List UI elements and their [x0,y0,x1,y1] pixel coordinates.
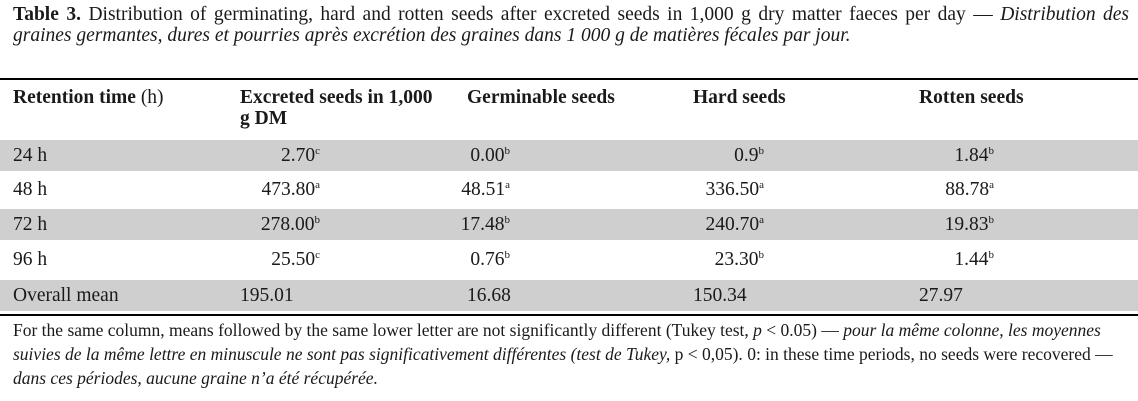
cell-excreted: 473.80a [261,179,320,200]
footnote-en-1: For the same column, means followed by t… [13,320,749,340]
row-label: Overall mean [13,285,119,306]
cell-excreted: 278.00b [260,214,320,235]
header-rotten-seeds: Rotten seeds [919,87,1024,108]
footnote-p-en: p [753,320,762,340]
cell-germinable: 16.68 [467,285,511,306]
row-label: 72 h [13,214,48,235]
row-label: 96 h [13,249,48,270]
footnote-en-2: 0: in these time periods, no seeds were … [747,344,1091,364]
row-label: 24 h [13,145,48,166]
footnote-p-fr: p < 0,05). [674,344,743,364]
header-hard-seeds: Hard seeds [693,87,786,108]
footnote-p-en-value: < 0.05) [766,320,817,340]
cell-germinable: 17.48b [460,214,510,235]
cell-germinable: 48.51a [461,179,510,200]
cell-rotten: 1.84b [954,145,994,166]
cell-hard: 150.34 [693,285,747,306]
table-row: 48 h 473.80a 48.51a 336.50a 88.78a [0,174,1138,205]
header-germinable-seeds: Germinable seeds [467,87,615,108]
row-label: 48 h [13,179,48,200]
table-caption: Table 3. Distribution of germinating, ha… [13,4,1129,46]
cell-rotten: 27.97 [919,285,963,306]
cell-germinable: 0.76b [470,249,510,270]
footnote-fr-2: dans ces périodes, aucune graine n’a été… [13,368,378,388]
footnote-fr-1: pour la même colonne, les moyennes suivi… [13,320,1101,364]
cell-excreted: 195.01 [240,285,294,306]
cell-excreted: 2.70c [280,145,320,166]
cell-rotten: 1.44b [954,249,994,270]
cell-hard: 240.70a [705,214,764,235]
header-retention-unit: (h) [140,87,164,108]
top-rule [0,78,1138,80]
caption-text-en: Distribution of germinating, hard and ro… [88,4,966,25]
header-retention-time: Retention time (h) [13,87,164,108]
table-footnote: For the same column, means followed by t… [13,318,1129,390]
footnote-dash-2: — [1095,344,1113,364]
bottom-rule [0,314,1138,316]
cell-hard: 336.50a [705,179,764,200]
table-row-overall-mean: Overall mean 195.01 16.68 150.34 27.97 [0,280,1138,311]
cell-hard: 0.9b [734,145,764,166]
caption-label: Table 3. [13,4,81,25]
header-excreted-seeds: Excreted seeds in 1,000 g DM [240,87,433,129]
cell-hard: 23.30b [714,249,764,270]
footnote-dash: — [821,320,839,340]
header-retention-label: Retention time [13,87,136,108]
table-row: 96 h 25.50c 0.76b 23.30b 1.44b [0,244,1138,275]
cell-rotten: 19.83b [944,214,994,235]
table-row: 24 h 2.70c 0.00b 0.9b 1.84b [0,140,1138,171]
cell-rotten: 88.78a [945,179,994,200]
table-row: 72 h 278.00b 17.48b 240.70a 19.83b [0,209,1138,240]
caption-separator: — [973,4,993,25]
caption-text-fr: Distribution des graines germantes, dure… [13,4,1130,46]
cell-germinable: 0.00b [470,145,510,166]
cell-excreted: 25.50c [271,249,320,270]
